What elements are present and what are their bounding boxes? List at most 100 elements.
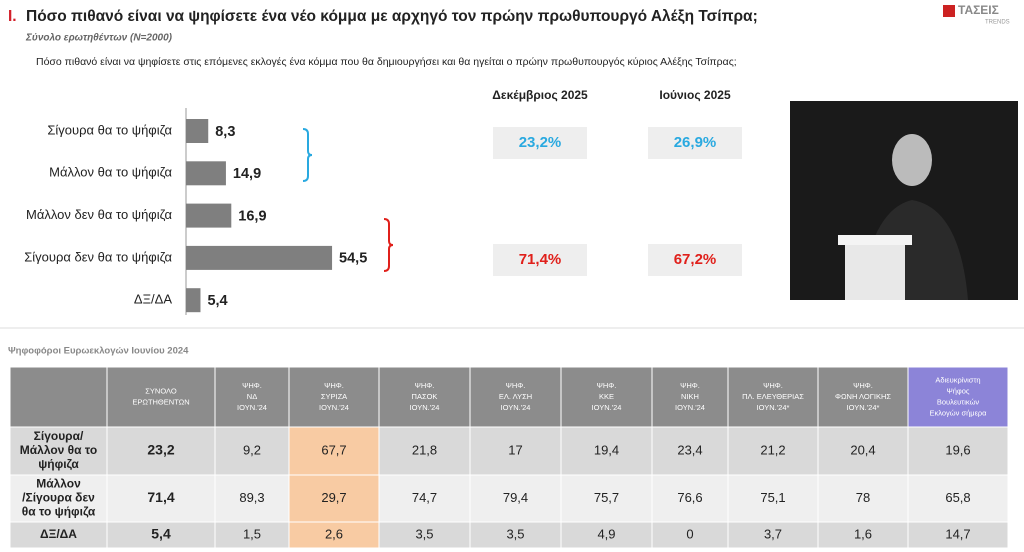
cell: 9,2 xyxy=(243,442,261,457)
column-header: ΨΗΦ. xyxy=(415,381,435,390)
cell: 71,4 xyxy=(147,489,174,505)
value-label: 8,3 xyxy=(215,124,235,140)
column-header: ΙΟΥΝ.'24* xyxy=(847,403,880,412)
cell: 76,6 xyxy=(677,490,702,505)
cell: 2,6 xyxy=(325,526,343,541)
cell: 23,4 xyxy=(677,442,702,457)
row-label: /Σίγουρα δεν xyxy=(22,491,95,505)
row-label: θα το ψήφιζα xyxy=(22,505,96,519)
cell-highlight xyxy=(289,427,379,475)
category-label: Σίγουρα θα το ψήφιζα xyxy=(47,122,172,137)
column-header: ΨΗΦ. xyxy=(853,381,873,390)
cell: 14,7 xyxy=(945,526,970,541)
cell: 5,4 xyxy=(151,526,171,542)
cell-highlight xyxy=(289,522,379,548)
bar xyxy=(186,161,226,186)
column-header: ΣΥΝΟΛΟ xyxy=(145,386,177,395)
column-header: ΙΟΥΝ.'24* xyxy=(757,403,790,412)
cell: 21,2 xyxy=(760,442,785,457)
summary-box xyxy=(648,127,742,159)
value-label: 14,9 xyxy=(233,166,261,182)
cell: 1,6 xyxy=(854,526,872,541)
column-header: ΚΚΕ xyxy=(599,392,614,401)
cell: 79,4 xyxy=(503,490,528,505)
column-header: Εκλογών σήμερα xyxy=(929,408,987,417)
row-label: ψήφιζα xyxy=(38,457,79,471)
column-header: ΝΔ xyxy=(247,392,257,401)
cell: 1,5 xyxy=(243,526,261,541)
cell: 75,7 xyxy=(594,490,619,505)
column-header: ΣΥΡΙΖΑ xyxy=(321,392,347,401)
cell: 21,8 xyxy=(412,442,437,457)
row-label: ΔΞ/ΔΑ xyxy=(40,527,77,541)
row-bg xyxy=(10,475,1008,522)
bracket-negative xyxy=(383,218,394,272)
cell: 29,7 xyxy=(321,490,346,505)
cell: 19,4 xyxy=(594,442,619,457)
column-header: ΨΗΦ. xyxy=(506,381,526,390)
column-header: ΙΟΥΝ.'24 xyxy=(237,403,267,412)
title: Πόσο πιθανό είναι να ψηφίσετε ένα νέο κό… xyxy=(26,8,758,25)
summary-value: 23,2% xyxy=(519,134,562,151)
summary-value: 67,2% xyxy=(674,251,717,268)
column-header: Βουλευτικών xyxy=(937,397,980,406)
cell: 74,7 xyxy=(412,490,437,505)
cell: 89,3 xyxy=(239,490,264,505)
column-header: ΕΡΩΤΗΘΕΝΤΩΝ xyxy=(132,397,189,406)
column-header: Ψήφος xyxy=(946,386,969,395)
title-number: Ι. xyxy=(8,8,17,25)
column-header: ΨΗΦ. xyxy=(680,381,700,390)
cell: 4,9 xyxy=(597,526,615,541)
header-bg xyxy=(10,367,1008,427)
row-label: Μάλλον xyxy=(36,477,81,491)
category-label: Σίγουρα δεν θα το ψήφιζα xyxy=(24,249,172,264)
logo: ΤΑΣΕΙΣ xyxy=(958,3,999,17)
category-label: Μάλλον δεν θα το ψήφιζα xyxy=(26,207,172,222)
column-header: ΙΟΥΝ.'24 xyxy=(319,403,349,412)
cell: 65,8 xyxy=(945,490,970,505)
cell: 3,7 xyxy=(764,526,782,541)
photo xyxy=(790,101,1018,300)
column-header: ΙΟΥΝ.'24 xyxy=(592,403,622,412)
value-label: 5,4 xyxy=(207,293,227,309)
cell: 3,5 xyxy=(415,526,433,541)
header-bg-highlight xyxy=(908,367,1008,427)
summary-value: 71,4% xyxy=(519,251,562,268)
value-label: 16,9 xyxy=(238,208,266,224)
column-header: ΙΟΥΝ.'24 xyxy=(675,403,705,412)
table-title: Ψηφοφόροι Ευρωεκλογών Ιουνίου 2024 xyxy=(8,346,189,357)
value-label: 54,5 xyxy=(339,251,367,267)
column-header: ΠΑΣΟΚ xyxy=(412,392,438,401)
column-header: ΨΗΦ. xyxy=(763,381,783,390)
cell: 67,7 xyxy=(321,442,346,457)
bar xyxy=(186,245,333,270)
category-label: Μάλλον θα το ψήφιζα xyxy=(49,165,172,180)
cell: 17 xyxy=(508,442,522,457)
cell-highlight xyxy=(289,475,379,522)
cell: 0 xyxy=(686,526,693,541)
column-header: ΨΗΦ. xyxy=(597,381,617,390)
summary-header: Δεκέμβριος 2025 xyxy=(492,88,588,102)
column-header: Αδιευκρίνιστη xyxy=(935,375,980,384)
column-header: ΠΛ. ΕΛΕΥΘΕΡΙΑΣ xyxy=(742,392,804,401)
column-header: ΨΗΦ. xyxy=(324,381,344,390)
row-label: Σίγουρα/ xyxy=(34,429,84,443)
column-header: ΨΗΦ. xyxy=(242,381,262,390)
logo-sub: TRENDS xyxy=(985,20,1010,26)
cell: 20,4 xyxy=(850,442,875,457)
column-header: ΙΟΥΝ.'24 xyxy=(410,403,440,412)
question: Πόσο πιθανό είναι να ψηφίσετε στις επόμε… xyxy=(36,56,737,68)
logo-mark xyxy=(943,5,955,17)
category-label: ΔΞ/ΔΑ xyxy=(134,292,172,307)
column-header: ΝΙΚΗ xyxy=(681,392,699,401)
subtitle: Σύνολο ερωτηθέντων (N=2000) xyxy=(25,33,173,44)
cell: 3,5 xyxy=(506,526,524,541)
summary-box xyxy=(493,244,587,276)
bar xyxy=(186,119,209,143)
column-header: ΙΟΥΝ.'24 xyxy=(501,403,531,412)
summary-header: Ιούνιος 2025 xyxy=(659,88,731,102)
row-bg xyxy=(10,427,1008,475)
bar xyxy=(186,203,232,228)
row-bg xyxy=(10,522,1008,548)
